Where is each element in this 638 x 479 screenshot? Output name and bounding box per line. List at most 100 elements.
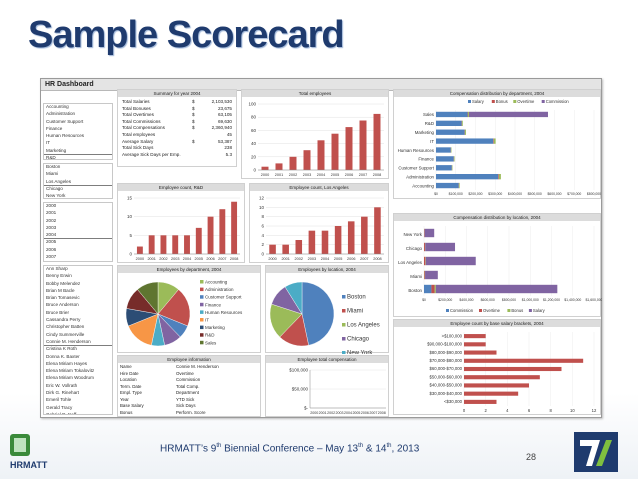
kpi-row: Total Overtimes $63,105 <box>120 112 236 118</box>
legend-label: Boston <box>347 295 366 301</box>
y-tick-label: 6 <box>261 224 264 229</box>
bar <box>464 399 497 404</box>
conference-logo <box>574 432 618 472</box>
emp-info-row: Term. Date Total Comp. <box>120 384 260 390</box>
list-item[interactable]: Miami <box>46 171 59 177</box>
list-item[interactable]: Dirk G. Rinehart <box>46 390 79 396</box>
list-item[interactable]: 2002 <box>46 217 57 223</box>
emp-info-panel: Employee information Name Connie M. Hende… <box>117 355 261 417</box>
list-item[interactable]: New York <box>46 193 66 199</box>
list-item[interactable]: 2004 <box>44 232 112 240</box>
list-item[interactable]: 2008 <box>44 261 112 262</box>
emp-info-value: Total Comp. <box>176 383 200 389</box>
bar <box>464 375 540 380</box>
bar <box>269 244 276 254</box>
x-tick-label: 2000 <box>136 257 144 261</box>
emp-info-key: Term. Date <box>120 383 142 389</box>
bar-segment <box>436 174 499 180</box>
department-listbox[interactable]: Accounting Administration Customer Support… <box>43 103 113 160</box>
y-category-label: $80,000-$90,000 <box>430 350 463 355</box>
list-item[interactable]: Accounting <box>46 104 69 109</box>
emp-info-value: Sick Days <box>176 403 196 408</box>
y-category-label: R&D <box>425 121 434 126</box>
list-item[interactable]: 2003 <box>46 224 57 230</box>
bar <box>308 230 316 254</box>
list-item[interactable]: Donna K. Baxter <box>46 353 80 359</box>
y-tick-label: $- <box>304 406 309 411</box>
x-tick-label: 2007 <box>360 257 368 261</box>
bar-segment <box>435 284 558 294</box>
location-listbox[interactable]: Boston Miami Los Angeles Chicago New York <box>43 163 113 199</box>
comp-location-panel: Compensation distribution by location, 2… <box>393 213 602 317</box>
list-item[interactable]: Emeril Tohle <box>46 397 72 403</box>
list-item[interactable]: Bruce Brier <box>46 309 69 315</box>
list-item[interactable]: Elena Miriam Hayes <box>46 360 88 366</box>
list-item[interactable]: Benny Erwin <box>46 273 72 279</box>
bar-segment <box>458 182 460 189</box>
x-tick-label: 0 <box>463 408 466 413</box>
comp-dept-chart: Salary Bonus Overtime Commission $0 $100,000 $… <box>398 99 602 196</box>
list-item[interactable]: Connie M. Henderson <box>44 339 112 347</box>
list-item[interactable]: Ann Sharp <box>46 266 68 271</box>
list-item[interactable]: IT <box>46 140 51 146</box>
bar <box>282 244 289 254</box>
list-item[interactable]: Cindy Summerville <box>46 331 85 337</box>
x-tick-label: 2005 <box>352 411 360 415</box>
list-item[interactable]: Gabriel R. Neff <box>46 411 77 415</box>
legend-swatch <box>479 309 482 312</box>
bar <box>374 207 381 254</box>
list-item[interactable]: Elena Miriam Tokalovitz <box>46 368 95 374</box>
list-item[interactable]: 2000 <box>46 203 57 208</box>
list-item[interactable]: 2005 <box>46 239 57 245</box>
list-item[interactable]: Boston <box>46 164 61 169</box>
y-category-label: >$100,000 <box>442 333 463 338</box>
list-item[interactable]: Brian Tomasevic <box>46 295 80 301</box>
filter-column: Accounting Administration Customer Support… <box>43 93 113 417</box>
emp-total-comp-panel: Employee total compensation $- $50,000 $10… <box>265 355 389 417</box>
x-tick-label: 2006 <box>206 257 214 261</box>
list-item[interactable]: Administration <box>46 111 76 117</box>
kpi-currency: $ <box>192 118 195 124</box>
x-tick-label: 2002 <box>327 411 335 415</box>
legend-swatch <box>200 310 204 314</box>
bar <box>361 216 368 254</box>
list-item[interactable]: Eric W. Vollrath <box>46 382 78 388</box>
list-item[interactable]: Bruce Anderson <box>46 302 79 308</box>
legend-label: Commission <box>546 99 570 104</box>
bar-segment <box>498 174 499 180</box>
list-item[interactable]: 2001 <box>46 210 57 216</box>
list-item[interactable]: Chicago <box>46 185 63 191</box>
list-item[interactable]: Brian M Bacle <box>46 287 75 293</box>
list-item[interactable]: 2007 <box>46 254 57 260</box>
legend-swatch <box>342 309 346 313</box>
list-item[interactable]: Bobby Melendez <box>46 280 81 286</box>
list-item[interactable]: Marketing <box>44 148 112 156</box>
bar-segment <box>436 147 451 153</box>
y-category-label: Customer Support <box>398 166 434 171</box>
legend-swatch <box>528 309 532 312</box>
emp-count-la-title: Employee count, Los Angeles <box>250 184 388 191</box>
list-item[interactable]: R&D <box>46 155 56 160</box>
employee-listbox[interactable]: Ann Sharp Benny Erwin Bobby Melendez Brian … <box>43 265 113 415</box>
legend-label: Commission <box>450 308 474 313</box>
x-tick-label: $200,000 <box>438 298 452 302</box>
list-item[interactable]: Customer Support <box>46 118 84 124</box>
list-item[interactable]: Human Resources <box>46 133 85 139</box>
list-item[interactable]: Gerald Tracy <box>46 404 73 410</box>
y-category-label: Accounting <box>412 183 434 188</box>
list-item[interactable]: 2006 <box>46 246 57 252</box>
list-item[interactable]: Elena Miriam Woodrum <box>46 375 94 381</box>
legend-label: R&D <box>205 333 215 338</box>
bar <box>464 366 562 372</box>
emp-loc-pie-title: Employees by location, 2004 <box>266 266 388 273</box>
x-tick-label: 2007 <box>359 173 367 177</box>
list-item[interactable]: Cassandra Perry <box>46 317 81 323</box>
emp-count-la-panel: Employee count, Los Angeles 0 2 4 6 8 10 12 200… <box>249 183 389 263</box>
list-item[interactable]: Finance <box>46 125 63 131</box>
list-item[interactable]: Los Angeles <box>44 179 112 186</box>
list-item[interactable]: Christopher Batten <box>46 324 85 330</box>
list-item[interactable]: Cristina K Roth <box>46 346 77 352</box>
